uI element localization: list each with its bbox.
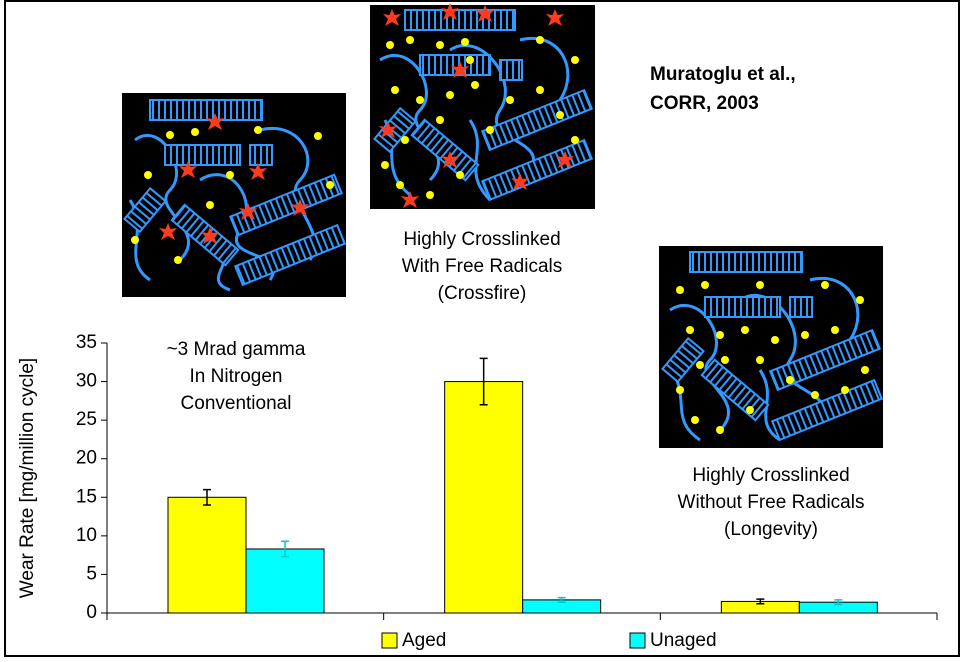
illustration-crossfire [370,3,595,209]
annotation: Highly Crosslinked [403,229,560,250]
annotation: Highly Crosslinked [692,465,849,486]
annotation: With Free Radicals [402,256,563,277]
annotation: Conventional [181,393,292,414]
annotation: (Crossfire) [438,283,527,304]
annotation: CORR, 2003 [650,93,759,114]
legend-swatch [629,632,646,649]
y-tick-label: 35 [76,332,97,353]
y-tick-label: 20 [76,448,97,469]
y-tick-label: 15 [76,486,97,507]
frame [4,0,960,657]
error-bar [203,488,211,506]
error-bar [834,599,843,606]
error-bar [281,540,289,558]
annotation: Without Free Radicals [678,492,865,513]
y-axis-label: Wear Rate [mg/million cycle] [17,358,38,598]
bar [245,548,325,614]
annotation: (Longevity) [724,519,818,540]
y-tick-label: 25 [76,409,97,430]
bar [444,381,524,614]
error-bar [479,357,488,406]
legend-swatch [381,632,398,649]
y-tick-label: 10 [76,525,97,546]
annotation: ~3 Mrad gamma [167,339,306,360]
legend-label: Aged [402,630,446,651]
y-tick-label: 0 [86,602,97,623]
annotation: Muratoglu et al., [650,64,796,85]
y-tick-label: 5 [86,563,97,584]
bar [167,496,247,614]
annotation: In Nitrogen [190,366,283,387]
y-tick-label: 30 [76,371,97,392]
error-bar [756,598,765,605]
error-bar [557,596,566,603]
illustration-longevity [659,246,884,448]
illustration-conventional [122,93,347,297]
legend-label: Unaged [650,630,717,651]
